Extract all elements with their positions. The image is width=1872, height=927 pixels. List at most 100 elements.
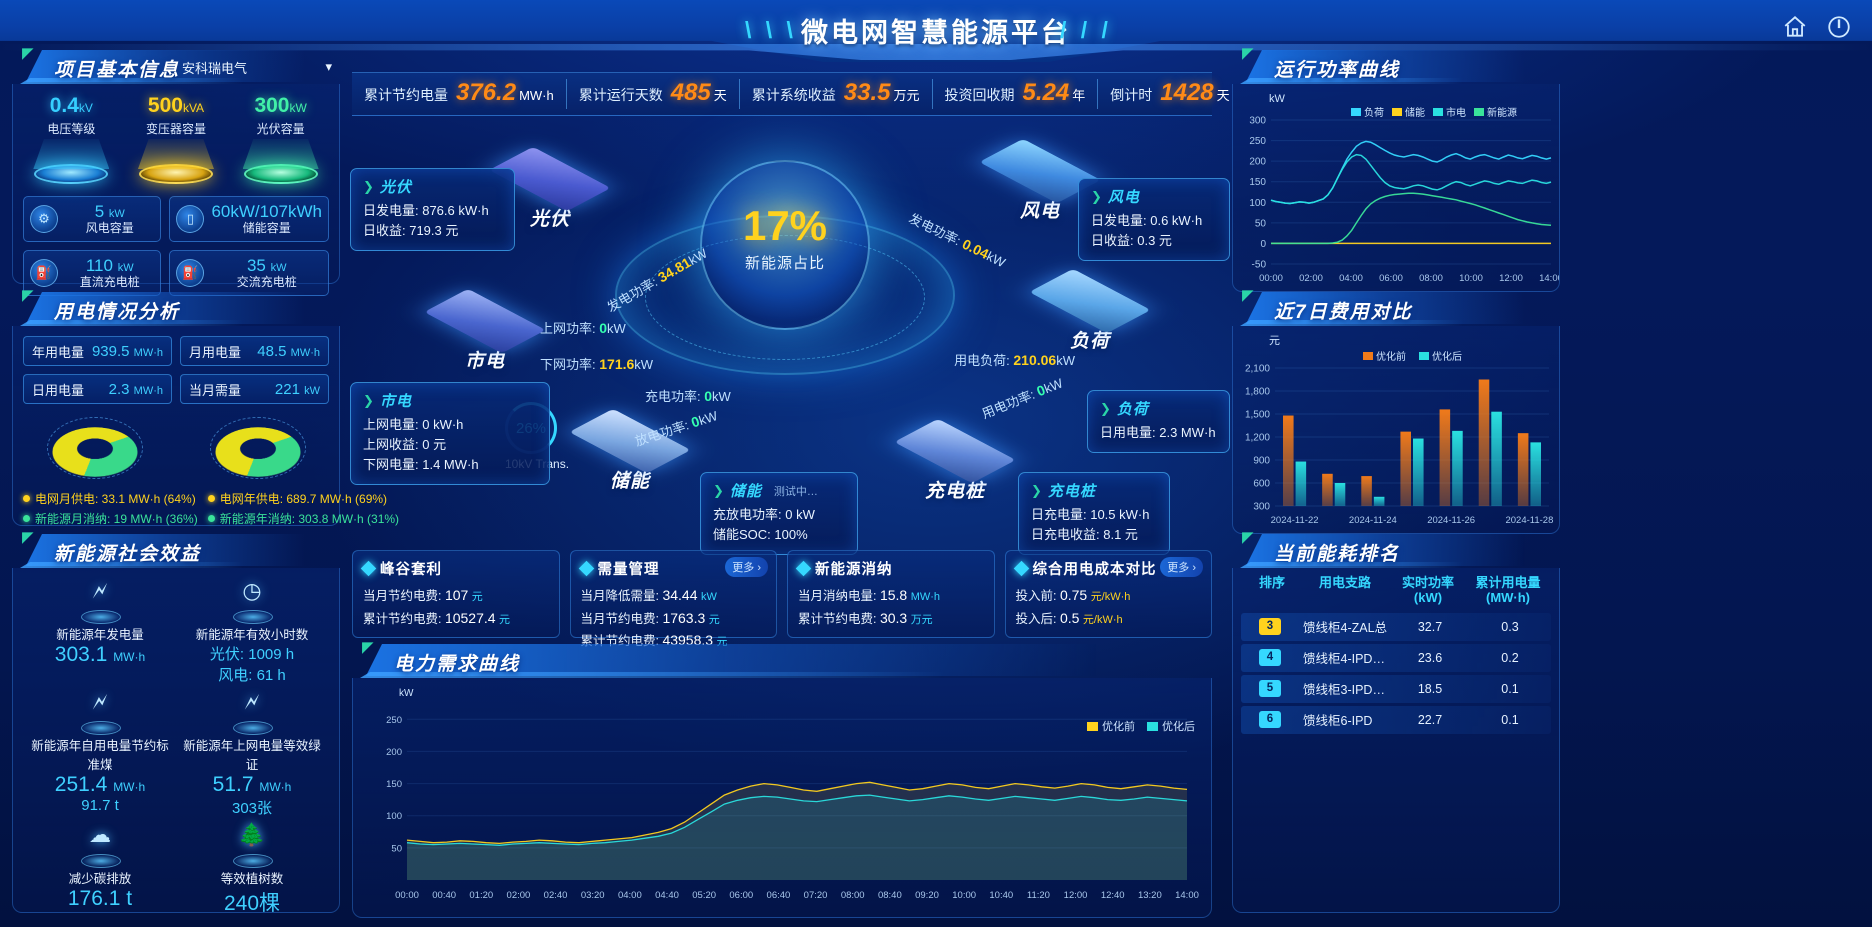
- panel-header: ◤ 当前能耗排名: [1232, 530, 1574, 568]
- capacity-mini-1: ▯ 60kW/107kWh 储能容量: [169, 196, 329, 242]
- legend-item: 新能源月消纳: 19 MW·h (36%): [23, 510, 198, 527]
- home-icon[interactable]: [1782, 14, 1808, 45]
- node-load[interactable]: 负荷: [1029, 268, 1151, 353]
- kpi-unit: 年: [1072, 88, 1086, 103]
- legend-text: 电网年供电: 689.7 MW·h (69%): [219, 492, 388, 506]
- infobox-charger: ❯ 充电桩 日充电量: 10.5 kW·h 日充电收益: 8.1 元: [1018, 472, 1170, 556]
- svg-text:50: 50: [1255, 218, 1267, 229]
- social-value-2: 303张: [231, 800, 273, 817]
- svg-text:元: 元: [1269, 335, 1280, 347]
- more-button[interactable]: 更多 ›: [725, 557, 768, 577]
- panel-title: 新能源社会效益: [54, 544, 202, 565]
- node-label: 风电: [1019, 201, 1060, 222]
- svg-text:08:00: 08:00: [1419, 273, 1443, 284]
- battery-bolt-icon: 🗲: [73, 578, 127, 624]
- svg-text:04:00: 04:00: [1339, 273, 1363, 284]
- infobox-row: 日用电量: 2.3 MW·h: [1100, 425, 1216, 440]
- panel-usage-analysis: ◤ 用电情况分析 年用电量 939.5 MW·h 月用电量 48.5 MW·h 日用电量…: [12, 288, 399, 526]
- social-value: 51.7 MW·h: [212, 773, 292, 796]
- flow-label-export-power: 上网功率: 0kW: [540, 320, 626, 336]
- svg-text:新能源: 新能源: [1487, 106, 1517, 119]
- flow-label-charge-power: 充电功率: 0kW: [645, 388, 731, 404]
- svg-text:12:00: 12:00: [1064, 890, 1088, 901]
- infobox-pv: ❯ 光伏 日发电量: 876.6 kW·h 日收益: 719.3 元: [350, 168, 515, 252]
- node-wind[interactable]: 风电: [979, 138, 1101, 223]
- corner-marker-icon: ◤: [1242, 287, 1254, 304]
- col-rank: 排序: [1258, 575, 1285, 590]
- col-power: 实时功率 (kW): [1401, 575, 1454, 605]
- legend-text: 新能源月消纳: 19 MW·h (36%): [35, 512, 198, 526]
- social-item-5: 🌲 等效植树数 240棵: [179, 822, 325, 912]
- svg-text:900: 900: [1253, 456, 1270, 467]
- svg-text:负荷: 负荷: [1364, 106, 1384, 119]
- social-value-wind: 风电: 61 h: [218, 667, 286, 684]
- legend-year: 电网年供电: 689.7 MW·h (69%) 新能源年消纳: 303.8 MW·…: [207, 490, 399, 530]
- legend-swatch: [1087, 721, 1098, 731]
- panel-header: ◤ 电力需求曲线: [352, 640, 1226, 678]
- wind-turbine-icon: ⚙: [30, 205, 58, 233]
- svg-text:00:00: 00:00: [1259, 273, 1283, 284]
- infobox-row: 日发电量: 876.6 kW·h: [363, 203, 489, 218]
- infobox-row: 上网电量: 0 kW·h: [363, 417, 464, 432]
- svg-text:06:00: 06:00: [1379, 273, 1403, 284]
- clock-icon: ◷: [225, 578, 279, 624]
- card-row: 当月节约电费: 107 元: [363, 587, 483, 603]
- usage-cell-1: 月用电量 48.5 MW·h: [180, 336, 329, 366]
- infobox-row: 储能SOC: 100%: [713, 527, 808, 543]
- tree-icon: 🗲: [225, 689, 279, 735]
- arrow-icon: ❯: [363, 178, 374, 194]
- panel-title: 当前能耗排名: [1274, 544, 1401, 565]
- legend-item: 优化前: [1087, 718, 1135, 734]
- kpi-metric-1: 累计运行天数 485 天: [567, 79, 740, 109]
- node-pv[interactable]: 光伏: [489, 146, 611, 231]
- svg-text:50: 50: [391, 843, 402, 854]
- legend-dot-icon: [207, 515, 215, 522]
- usage-cell-2: 日用电量 2.3 MW·h: [23, 374, 172, 404]
- usage-label: 当月需量: [189, 382, 242, 398]
- social-benefit-grid: 🗲 新能源年发电量 303.1 MW·h ◷ 新能源年有效小时数 光伏: 1009 h 风电…: [13, 568, 339, 912]
- table-row[interactable]: 4 馈线柜4-IPD… 23.6 0.2: [1241, 643, 1551, 672]
- svg-text:07:20: 07:20: [804, 890, 828, 901]
- cumulative-energy: 0.2: [1501, 650, 1519, 665]
- kpi-metric-3: 投资回收期 5.24 年: [933, 79, 1099, 109]
- svg-text:2024-11-28: 2024-11-28: [1505, 515, 1553, 526]
- cone-glow: [137, 139, 214, 169]
- svg-text:200: 200: [386, 747, 402, 758]
- table-row[interactable]: 5 馈线柜3-IPD… 18.5 0.1: [1241, 674, 1551, 703]
- svg-text:04:40: 04:40: [655, 890, 679, 901]
- svg-text:14:00: 14:00: [1175, 890, 1199, 901]
- more-button[interactable]: 更多 ›: [1160, 557, 1203, 577]
- card-title: 峰谷套利: [380, 562, 442, 578]
- card-marker-icon: [795, 560, 812, 577]
- svg-text:01:20: 01:20: [469, 890, 493, 901]
- svg-text:10:00: 10:00: [1459, 273, 1483, 284]
- project-select[interactable]: 安科瑞电气 ▾: [182, 56, 332, 78]
- panel-project-info: ◤ 项目基本信息 安科瑞电气 ▾ 0.4kV 电压等级 500kVA 变压器容量 300…: [12, 46, 354, 296]
- legend-month: 电网月供电: 33.1 MW·h (64%) 新能源月消纳: 19 MW·h (3…: [23, 490, 198, 530]
- kpi-unit: 天: [713, 88, 727, 103]
- card-row: 累计节约电费: 10527.4 元: [363, 609, 511, 626]
- social-label: 新能源年有效小时数: [195, 628, 309, 642]
- table-row[interactable]: 3 馈线柜4-ZAL总 32.7 0.3: [1241, 612, 1551, 641]
- chevron-down-icon: ▾: [325, 59, 332, 74]
- usage-value: 48.5 MW·h: [257, 342, 320, 360]
- capacity-mini-grid: ⚙ 5 kW 风电容量 ▯ 60kW/107kWh 储能容量 ⛽ 110 kW 直流充电桩 ⛽ 35…: [13, 188, 339, 308]
- flow-label-load-power: 用电负荷: 210.06kW: [954, 352, 1075, 368]
- corner-marker-icon: ◤: [22, 287, 34, 304]
- kpi-label: 倒计时: [1110, 87, 1153, 103]
- mini-label: 风电容量: [85, 220, 134, 235]
- node-charger[interactable]: 充电桩: [894, 418, 1016, 503]
- node-storage[interactable]: 储能: [569, 408, 691, 493]
- svg-text:150: 150: [386, 779, 402, 790]
- node-grid[interactable]: 市电: [424, 288, 546, 373]
- realtime-power: 23.6: [1417, 650, 1443, 665]
- panel-demand-curve: ◤ 电力需求曲线 优化前 优化后 kW 50 100 150 200 250 00:00 00:…: [352, 640, 1226, 918]
- power-icon[interactable]: [1826, 14, 1852, 45]
- demand-chart-legend: 优化前 优化后: [1087, 718, 1195, 734]
- infobox-title: 风电: [1107, 189, 1140, 206]
- co2-icon: ☁: [73, 822, 127, 868]
- usage-cell-3: 当月需量 221 kW: [180, 374, 329, 404]
- table-row[interactable]: 6 馈线柜6-IPD 22.7 0.1: [1241, 705, 1551, 734]
- svg-text:-50: -50: [1252, 260, 1267, 271]
- node-label: 市电: [464, 351, 505, 372]
